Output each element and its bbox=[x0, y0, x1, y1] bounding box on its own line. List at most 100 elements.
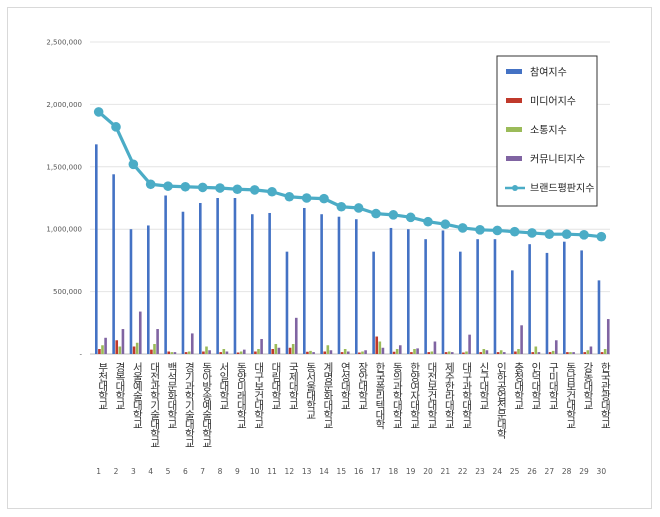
line-point bbox=[215, 183, 225, 193]
bar-1 bbox=[268, 212, 271, 354]
bar-4 bbox=[381, 347, 385, 354]
line-point bbox=[509, 226, 520, 237]
bar-1 bbox=[147, 225, 150, 354]
legend-label: 소통지수 bbox=[530, 125, 567, 137]
rank-label: 10 bbox=[250, 467, 260, 476]
line-point bbox=[319, 193, 329, 204]
bar-2 bbox=[202, 351, 205, 354]
line-point bbox=[353, 203, 364, 213]
category-label: 한국관광대학교 bbox=[599, 362, 611, 429]
bar-4 bbox=[364, 350, 367, 354]
bar-3 bbox=[326, 345, 330, 354]
bar-4 bbox=[190, 333, 194, 354]
line-point bbox=[440, 219, 451, 230]
category-label: 구미대학교 bbox=[547, 362, 559, 410]
bar-1 bbox=[233, 198, 237, 354]
bar-1 bbox=[563, 241, 566, 354]
bar-3 bbox=[135, 342, 139, 354]
bar-3 bbox=[343, 349, 347, 354]
rank-label: 4 bbox=[148, 467, 153, 476]
bar-4 bbox=[450, 352, 454, 354]
rank-label: 15 bbox=[337, 467, 347, 476]
bar-4 bbox=[468, 334, 471, 354]
bar-4 bbox=[121, 329, 125, 354]
bar-4 bbox=[606, 319, 610, 354]
bar-3 bbox=[187, 351, 191, 354]
bar-4 bbox=[433, 341, 437, 354]
y-tick-label: 2,500,000 bbox=[46, 39, 82, 47]
bar-3 bbox=[413, 349, 416, 354]
rank-label: 20 bbox=[423, 467, 433, 476]
rank-label: 23 bbox=[475, 467, 485, 476]
bar-3 bbox=[170, 352, 174, 354]
category-label: 제주한라대학교 bbox=[443, 362, 455, 429]
bar-3 bbox=[430, 351, 434, 354]
bar-1 bbox=[199, 202, 202, 354]
bar-1 bbox=[337, 216, 341, 354]
line-point bbox=[475, 225, 485, 235]
bar-1 bbox=[493, 239, 497, 354]
bar-4 bbox=[242, 349, 246, 354]
bar-1 bbox=[303, 207, 306, 354]
legend-swatch-marker bbox=[512, 185, 518, 191]
rank-label: 27 bbox=[545, 467, 555, 476]
line-point bbox=[301, 193, 312, 203]
bar-2 bbox=[496, 352, 500, 354]
line-point bbox=[388, 210, 399, 220]
rank-label: 24 bbox=[493, 467, 503, 476]
category-label: 대구과학대학교 bbox=[461, 362, 473, 429]
rank-label: 12 bbox=[285, 467, 295, 476]
category-label: 서일대학교 bbox=[218, 362, 230, 410]
bar-2 bbox=[392, 351, 396, 354]
y-tick-label: 500,000 bbox=[53, 288, 82, 296]
bar-2 bbox=[184, 352, 188, 354]
rank-label: 8 bbox=[218, 467, 223, 476]
line-point bbox=[423, 216, 433, 227]
bar-1 bbox=[511, 270, 514, 354]
bar-2 bbox=[323, 351, 327, 354]
bar-3 bbox=[101, 345, 104, 354]
bar-2 bbox=[566, 352, 569, 354]
line-point bbox=[145, 179, 156, 190]
line-point bbox=[405, 212, 416, 223]
bar-2 bbox=[340, 352, 344, 354]
bar-1 bbox=[320, 214, 323, 354]
category-label: 대전과학기술대학교 bbox=[149, 362, 161, 448]
rank-label: 14 bbox=[319, 467, 329, 476]
bar-3 bbox=[257, 349, 260, 354]
bar-3 bbox=[534, 346, 538, 354]
line-point bbox=[180, 181, 191, 192]
line-point bbox=[249, 185, 260, 195]
bar-2 bbox=[427, 352, 431, 354]
bar-3 bbox=[118, 346, 122, 354]
line-point bbox=[232, 184, 243, 195]
bar-1 bbox=[580, 250, 583, 354]
line-point bbox=[267, 186, 277, 197]
rank-label: 30 bbox=[597, 467, 607, 476]
bar-3 bbox=[205, 346, 208, 354]
bar-2 bbox=[150, 349, 153, 354]
rank-label: 16 bbox=[354, 467, 364, 476]
category-label: 동아방송예술대학교 bbox=[201, 362, 213, 448]
bar-2 bbox=[254, 351, 257, 354]
bar-2 bbox=[115, 340, 119, 354]
category-label: 경기과학기술대학교 bbox=[183, 361, 195, 447]
line-point bbox=[561, 229, 572, 239]
line-point bbox=[336, 201, 347, 212]
rank-label: 1 bbox=[96, 467, 101, 476]
bar-1 bbox=[355, 219, 358, 354]
category-label: 동서울대학교 bbox=[305, 362, 317, 419]
y-tick-label: 1,000,000 bbox=[46, 226, 82, 234]
category-label: 연성대학교 bbox=[339, 362, 351, 410]
bar-3 bbox=[222, 349, 226, 354]
bar-4 bbox=[173, 352, 177, 354]
bar-2 bbox=[132, 346, 136, 354]
bar-3 bbox=[153, 344, 156, 354]
bar-4 bbox=[537, 352, 541, 354]
bar-4 bbox=[520, 325, 523, 354]
category-label: 백석문화대학교 bbox=[166, 362, 178, 429]
legend-label: 브랜드평판지수 bbox=[530, 183, 594, 195]
bar-1 bbox=[389, 227, 393, 354]
bar-1 bbox=[95, 144, 98, 354]
rank-label: 26 bbox=[527, 467, 537, 476]
